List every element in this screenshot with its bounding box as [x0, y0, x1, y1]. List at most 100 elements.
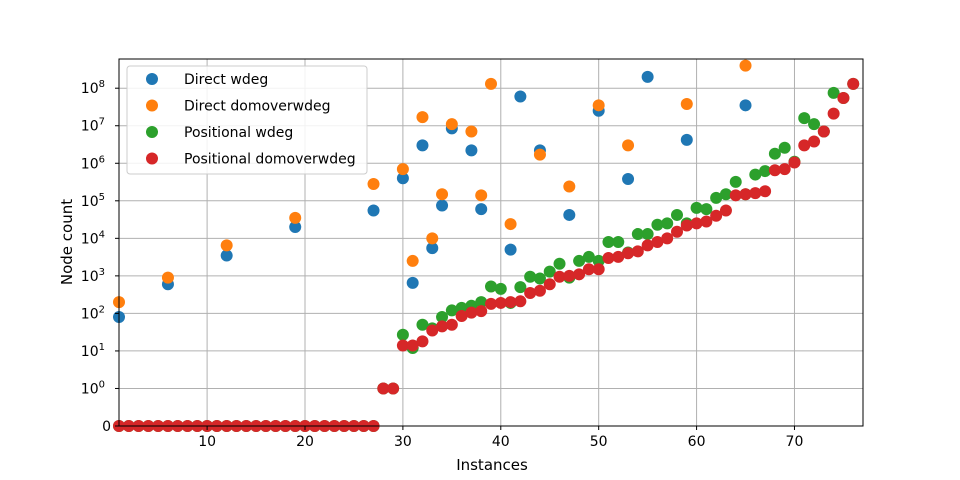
data-point-series-4 — [396, 339, 409, 352]
data-point-series-3 — [651, 218, 664, 231]
data-point-series-4 — [817, 125, 830, 138]
data-point-series-2 — [485, 77, 497, 90]
y-tick-label: 105 — [81, 192, 105, 210]
data-point-series-1 — [465, 144, 478, 157]
data-points — [113, 59, 860, 432]
data-point-series-2 — [426, 232, 439, 245]
data-point-series-3 — [396, 328, 409, 341]
data-point-series-4 — [602, 251, 615, 264]
y-tick-label: 106 — [81, 154, 105, 172]
data-point-series-2 — [220, 239, 233, 252]
data-point-series-3 — [661, 217, 674, 230]
data-point-series-4 — [680, 219, 693, 232]
legend-marker-2 — [146, 99, 158, 112]
data-point-series-2 — [161, 271, 174, 284]
y-tick-label: 104 — [81, 229, 105, 247]
data-point-series-4 — [710, 209, 723, 222]
legend-marker-3 — [146, 126, 158, 138]
data-point-series-4 — [406, 339, 419, 352]
data-point-series-4 — [387, 382, 400, 395]
data-point-series-2 — [289, 211, 302, 224]
data-point-series-4 — [455, 310, 468, 323]
y-tick-label: 0 — [102, 419, 111, 435]
data-point-series-3 — [700, 203, 713, 216]
data-point-series-3 — [553, 257, 566, 270]
x-tick-label: 50 — [590, 434, 608, 450]
data-point-series-4 — [690, 217, 703, 230]
data-point-series-2 — [406, 254, 419, 267]
data-point-series-2 — [533, 148, 546, 161]
data-point-series-1 — [289, 221, 302, 234]
data-point-series-4 — [436, 320, 449, 333]
data-point-series-4 — [612, 250, 625, 263]
data-point-series-1 — [426, 242, 439, 255]
y-tick-label: 100 — [81, 379, 105, 397]
plot-frame — [118, 58, 864, 427]
x-tick-label: 30 — [394, 434, 412, 450]
data-point-series-2 — [563, 180, 576, 193]
data-point-series-4 — [651, 235, 664, 248]
data-point-series-2 — [445, 118, 458, 131]
legend-label-3: Positional wdeg — [184, 125, 293, 141]
data-point-series-4 — [729, 189, 742, 202]
data-point-series-3 — [524, 270, 537, 283]
data-point-series-4 — [719, 204, 732, 217]
data-point-series-3 — [592, 254, 605, 267]
x-tick-label: 70 — [786, 434, 804, 450]
data-point-series-3 — [710, 191, 723, 204]
data-point-series-4 — [582, 263, 595, 276]
data-point-series-3 — [719, 188, 732, 201]
data-point-series-4 — [504, 296, 517, 309]
data-point-series-3 — [778, 141, 791, 154]
data-point-series-2 — [416, 111, 429, 124]
data-point-series-1 — [514, 90, 527, 103]
data-point-series-1 — [220, 249, 233, 262]
data-point-series-4 — [749, 187, 762, 200]
data-point-series-3 — [768, 147, 781, 160]
data-point-series-1 — [436, 199, 449, 212]
data-point-series-1 — [416, 139, 429, 152]
data-point-series-4 — [494, 296, 507, 309]
y-tick-label: 107 — [81, 117, 105, 135]
data-point-series-2 — [592, 99, 605, 112]
data-point-series-1 — [563, 208, 576, 221]
data-point-series-4 — [661, 232, 674, 245]
legend-marker-1 — [146, 73, 158, 85]
data-point-series-4 — [631, 245, 644, 258]
data-point-series-4 — [514, 295, 527, 308]
data-point-series-3 — [533, 272, 546, 285]
data-point-series-3 — [573, 254, 586, 267]
data-point-series-3 — [514, 281, 527, 294]
data-point-series-3 — [612, 235, 625, 248]
data-point-series-4 — [543, 278, 556, 291]
data-point-series-1 — [406, 276, 419, 289]
data-point-series-4 — [573, 268, 586, 281]
data-point-series-4 — [778, 163, 791, 176]
data-point-series-3 — [582, 250, 595, 263]
x-tick-label: 60 — [688, 434, 706, 450]
data-point-series-4 — [533, 284, 546, 297]
data-point-series-3 — [749, 168, 762, 181]
x-tick-label: 20 — [296, 434, 314, 450]
y-tick-label: 108 — [81, 79, 105, 97]
data-point-series-4 — [465, 306, 478, 319]
data-point-series-3 — [436, 311, 449, 324]
data-point-series-3 — [671, 208, 683, 221]
data-point-series-2 — [465, 125, 478, 138]
data-point-series-3 — [543, 265, 556, 278]
data-point-series-4 — [671, 225, 683, 238]
data-point-series-1 — [504, 243, 517, 256]
data-point-series-4 — [768, 164, 781, 177]
data-point-series-3 — [827, 86, 840, 99]
data-point-series-1 — [475, 203, 488, 216]
data-point-series-3 — [475, 296, 488, 309]
data-point-series-3 — [759, 165, 772, 178]
data-point-series-4 — [622, 247, 635, 260]
data-point-series-4 — [739, 188, 752, 201]
data-point-series-4 — [700, 215, 713, 228]
data-point-series-4 — [847, 77, 860, 90]
data-point-series-4 — [788, 156, 801, 169]
data-point-series-2 — [475, 189, 488, 202]
y-tick-label: 102 — [81, 304, 105, 322]
